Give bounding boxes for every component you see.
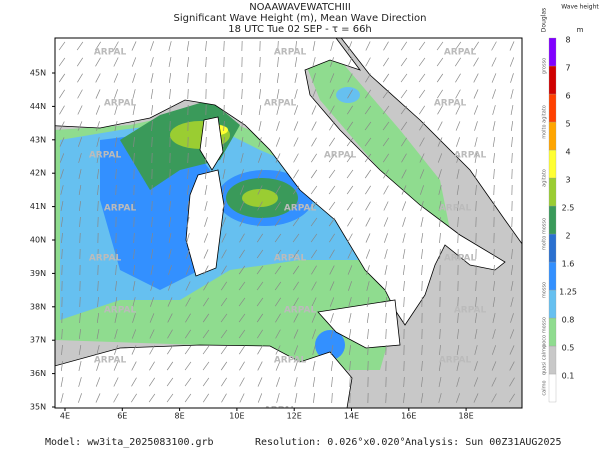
colorbar-label: 2 (565, 232, 570, 241)
colorbar-label: 8 (565, 36, 570, 45)
lat-label: 37N (30, 336, 46, 345)
watermark: ARPAL (274, 254, 307, 264)
colorbar-label: 0.8 (562, 316, 575, 325)
wave-area (336, 87, 360, 103)
watermark: ARPAL (89, 254, 122, 264)
colorbar-band (549, 94, 556, 122)
colorbar-band (549, 38, 556, 66)
douglas-label: molto mosso (542, 218, 548, 250)
watermark: ARPAL (434, 99, 467, 109)
watermark: ARPAL (454, 306, 487, 316)
model-name: NOAAWAVEWATCHIII (249, 2, 351, 13)
footer-resolution: Resolution: 0.026°x0.020° (255, 437, 406, 448)
colorbar-unit: m (577, 26, 584, 34)
footer-model: Model: ww3ita_2025083100.grb (45, 437, 214, 448)
footer-analysis: Analysis: Sun 00Z31AUG2025 (405, 437, 562, 448)
colorbar-band (549, 318, 556, 346)
colorbar-label: 3 (565, 176, 570, 185)
colorbar-band (549, 66, 556, 94)
lat-label: 39N (30, 269, 46, 278)
colorbar-band (549, 346, 556, 374)
colorbar-band (549, 374, 556, 402)
watermark: ARPAL (444, 48, 477, 58)
watermark: ARPAL (444, 254, 477, 264)
colorbar-band (549, 234, 556, 262)
lat-label: 36N (30, 369, 46, 378)
lon-label: 12E (287, 412, 302, 421)
douglas-title: Douglas (541, 8, 548, 32)
lat-label: 45N (30, 69, 46, 78)
watermark: ARPAL (94, 356, 127, 366)
watermark: ARPAL (89, 151, 122, 161)
watermark: ARPAL (454, 151, 487, 161)
watermark: ARPAL (104, 306, 137, 316)
douglas-label: poco mosso (542, 317, 548, 347)
watermark: ARPAL (94, 48, 127, 58)
douglas-label: agitato (542, 169, 548, 187)
colorbar-label: 2.5 (562, 204, 575, 213)
douglas-label: quasi calmo (542, 345, 548, 375)
colorbar-band (549, 206, 556, 234)
lon-label: 6E (117, 412, 127, 421)
colorbar-band (549, 150, 556, 178)
watermark: ARPAL (324, 151, 357, 161)
watermark: ARPAL (274, 48, 307, 58)
lat-label: 40N (30, 236, 46, 245)
colorbar-label: 0.1 (562, 372, 575, 381)
watermark: ARPAL (284, 306, 317, 316)
lon-label: 16E (401, 412, 416, 421)
colorbar-title: Wave height (561, 4, 599, 11)
colorbar: Wave height m Douglas 0.1 0.5 0.8 1.25 1.6 2 2… (541, 4, 600, 403)
colorbar-band (549, 122, 556, 150)
watermark: ARPAL (264, 99, 297, 109)
watermark: ARPAL (439, 204, 472, 214)
colorbar-band (549, 290, 556, 318)
watermark: ARPAL (439, 356, 472, 366)
colorbar-label: 1.25 (559, 288, 577, 297)
lon-label: 14E (344, 412, 359, 421)
watermark: ARPAL (274, 356, 307, 366)
colorbar-band (549, 262, 556, 290)
lon-label: 10E (229, 412, 244, 421)
lat-label: 42N (30, 169, 46, 178)
lon-label: 8E (175, 412, 185, 421)
douglas-label: grosso (542, 58, 548, 74)
colorbar-label: 5 (565, 120, 570, 129)
colorbar-label: 7 (565, 64, 570, 73)
lon-label: 4E (60, 412, 70, 421)
lat-label: 41N (30, 202, 46, 211)
colorbar-label: 6 (565, 92, 570, 101)
colorbar-label: 4 (565, 148, 570, 157)
watermark: ARPAL (104, 204, 137, 214)
colorbar-label: 1.6 (562, 260, 575, 269)
colorbar-band (549, 178, 556, 206)
douglas-label: molto agitato (542, 105, 548, 139)
lon-label: 18E (458, 412, 473, 421)
colorbar-label: 0.5 (562, 344, 575, 353)
title: Significant Wave Height (m), Mean Wave D… (174, 13, 427, 24)
wave-area (242, 189, 278, 207)
lat-label: 44N (30, 102, 46, 111)
lat-label: 43N (30, 135, 46, 144)
watermark: ARPAL (104, 99, 137, 109)
lat-label: 35N (30, 403, 46, 412)
time: 18 UTC Tue 02 SEP - τ = 66h (228, 24, 372, 35)
watermark: ARPAL (284, 204, 317, 214)
lat-label: 38N (30, 302, 46, 311)
map-area: ARPAL ARPAL ARPAL ARPAL ARPAL ARPAL ARPAL ARPAL… (40, 30, 530, 420)
douglas-label: mosso (542, 282, 548, 298)
douglas-label: calmo (542, 380, 548, 395)
